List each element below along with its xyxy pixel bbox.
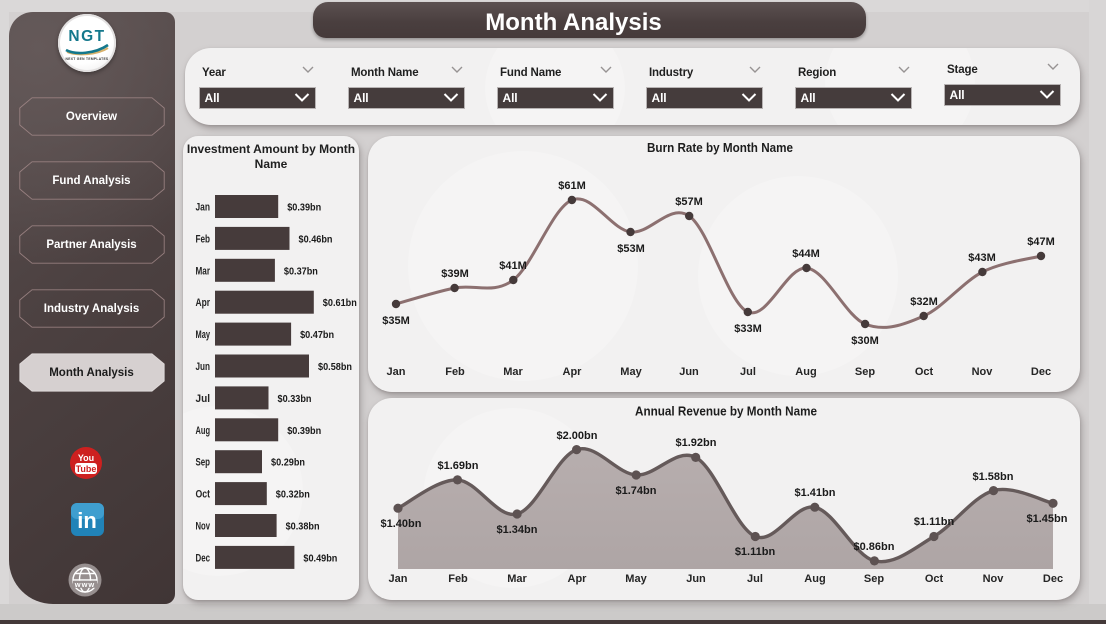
svg-text:$0.29bn: $0.29bn bbox=[271, 457, 305, 469]
svg-text:Oct: Oct bbox=[915, 366, 934, 378]
svg-text:Jun: Jun bbox=[679, 366, 699, 378]
svg-text:$57M: $57M bbox=[675, 196, 703, 208]
svg-text:$30M: $30M bbox=[851, 335, 879, 347]
svg-text:Dec: Dec bbox=[1031, 366, 1051, 378]
svg-text:$1.58bn: $1.58bn bbox=[973, 471, 1014, 483]
svg-text:Sep: Sep bbox=[196, 457, 211, 469]
svg-text:Jun: Jun bbox=[686, 573, 706, 585]
svg-text:Nov: Nov bbox=[983, 573, 1005, 585]
svg-text:Feb: Feb bbox=[445, 366, 465, 378]
svg-text:Annual Revenue by Month Name: Annual Revenue by Month Name bbox=[635, 404, 817, 419]
svg-text:$0.38bn: $0.38bn bbox=[286, 521, 320, 533]
svg-text:Aug: Aug bbox=[795, 366, 816, 378]
svg-text:Apr: Apr bbox=[563, 366, 583, 378]
svg-text:$0.37bn: $0.37bn bbox=[284, 265, 318, 277]
svg-text:$32M: $32M bbox=[910, 296, 938, 308]
svg-text:Apr: Apr bbox=[196, 297, 211, 309]
svg-text:Feb: Feb bbox=[448, 573, 468, 585]
svg-text:May: May bbox=[620, 366, 642, 378]
svg-text:Feb: Feb bbox=[196, 233, 211, 245]
svg-text:Burn Rate by Month Name: Burn Rate by Month Name bbox=[647, 140, 793, 155]
svg-text:$1.69bn: $1.69bn bbox=[438, 460, 479, 472]
svg-text:$61M: $61M bbox=[558, 180, 586, 192]
svg-text:Apr: Apr bbox=[568, 573, 588, 585]
svg-text:$43M: $43M bbox=[968, 252, 996, 264]
svg-text:www: www bbox=[74, 580, 96, 589]
svg-text:Dec: Dec bbox=[1043, 573, 1063, 585]
svg-text:Mar: Mar bbox=[196, 265, 211, 277]
svg-text:$0.39bn: $0.39bn bbox=[287, 202, 321, 214]
svg-text:Dec: Dec bbox=[196, 552, 211, 564]
svg-text:Jul: Jul bbox=[747, 573, 763, 585]
svg-text:Aug: Aug bbox=[196, 425, 211, 437]
svg-text:Sep: Sep bbox=[864, 573, 884, 585]
svg-text:$53M: $53M bbox=[617, 243, 645, 255]
svg-text:$0.86bn: $0.86bn bbox=[854, 541, 895, 553]
svg-text:$1.74bn: $1.74bn bbox=[616, 485, 657, 497]
svg-text:$2.00bn: $2.00bn bbox=[557, 430, 598, 442]
svg-text:$47M: $47M bbox=[1027, 236, 1055, 248]
svg-text:$44M: $44M bbox=[792, 248, 820, 260]
svg-text:$1.11bn: $1.11bn bbox=[735, 546, 776, 558]
svg-text:$1.11bn: $1.11bn bbox=[914, 516, 955, 528]
svg-text:Jul: Jul bbox=[740, 366, 756, 378]
svg-text:$1.40bn: $1.40bn bbox=[381, 518, 422, 530]
svg-text:$41M: $41M bbox=[499, 260, 527, 272]
svg-text:May: May bbox=[196, 329, 211, 341]
svg-text:May: May bbox=[625, 573, 647, 585]
svg-text:$33M: $33M bbox=[734, 323, 762, 335]
svg-text:in: in bbox=[77, 508, 97, 533]
svg-text:Nov: Nov bbox=[972, 366, 994, 378]
svg-text:$0.49bn: $0.49bn bbox=[303, 552, 337, 564]
svg-text:Aug: Aug bbox=[804, 573, 825, 585]
svg-text:$0.47bn: $0.47bn bbox=[300, 329, 334, 341]
svg-text:Jul: Jul bbox=[196, 393, 211, 405]
svg-text:$1.45bn: $1.45bn bbox=[1027, 513, 1068, 525]
svg-text:$0.58bn: $0.58bn bbox=[318, 361, 352, 373]
svg-text:Sep: Sep bbox=[855, 366, 875, 378]
svg-text:$0.46bn: $0.46bn bbox=[299, 233, 333, 245]
svg-text:$0.32bn: $0.32bn bbox=[276, 489, 310, 501]
svg-text:$1.92bn: $1.92bn bbox=[676, 437, 717, 449]
svg-text:Jan: Jan bbox=[196, 202, 211, 214]
svg-text:Jan: Jan bbox=[389, 573, 408, 585]
svg-text:Jan: Jan bbox=[387, 366, 406, 378]
svg-text:Tube: Tube bbox=[76, 464, 97, 474]
svg-text:$35M: $35M bbox=[382, 315, 410, 327]
svg-text:$39M: $39M bbox=[441, 268, 469, 280]
svg-text:$1.41bn: $1.41bn bbox=[795, 487, 836, 499]
svg-text:$0.61bn: $0.61bn bbox=[323, 297, 357, 309]
svg-text:$0.33bn: $0.33bn bbox=[278, 393, 312, 405]
svg-text:Mar: Mar bbox=[507, 573, 527, 585]
svg-text:You: You bbox=[78, 453, 94, 463]
svg-text:Mar: Mar bbox=[503, 366, 523, 378]
svg-text:$0.39bn: $0.39bn bbox=[287, 425, 321, 437]
svg-text:Nov: Nov bbox=[196, 521, 211, 533]
svg-text:Jun: Jun bbox=[196, 361, 211, 373]
svg-text:Oct: Oct bbox=[196, 489, 211, 501]
svg-text:$1.34bn: $1.34bn bbox=[497, 524, 538, 536]
svg-text:Oct: Oct bbox=[925, 573, 944, 585]
